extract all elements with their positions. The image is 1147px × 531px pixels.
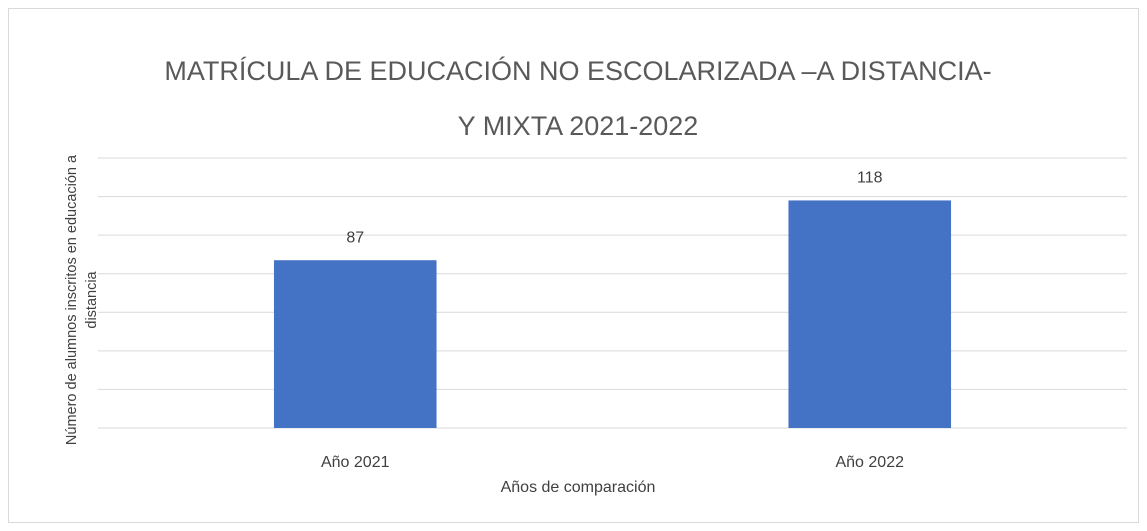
data-label: 118 — [857, 170, 883, 187]
x-axis-title: Años de comparación — [501, 479, 656, 496]
x-tick-label: Año 2021 — [321, 454, 390, 471]
data-label: 87 — [346, 229, 364, 246]
chart-title: MATRÍCULA DE EDUCACIÓN NO ESCOLARIZADA –… — [164, 56, 992, 141]
bar — [273, 260, 437, 428]
x-tick-label: Año 2022 — [835, 454, 904, 471]
y-axis-title: Número de alumnos inscritos en educación… — [64, 154, 100, 446]
bar — [788, 200, 952, 428]
